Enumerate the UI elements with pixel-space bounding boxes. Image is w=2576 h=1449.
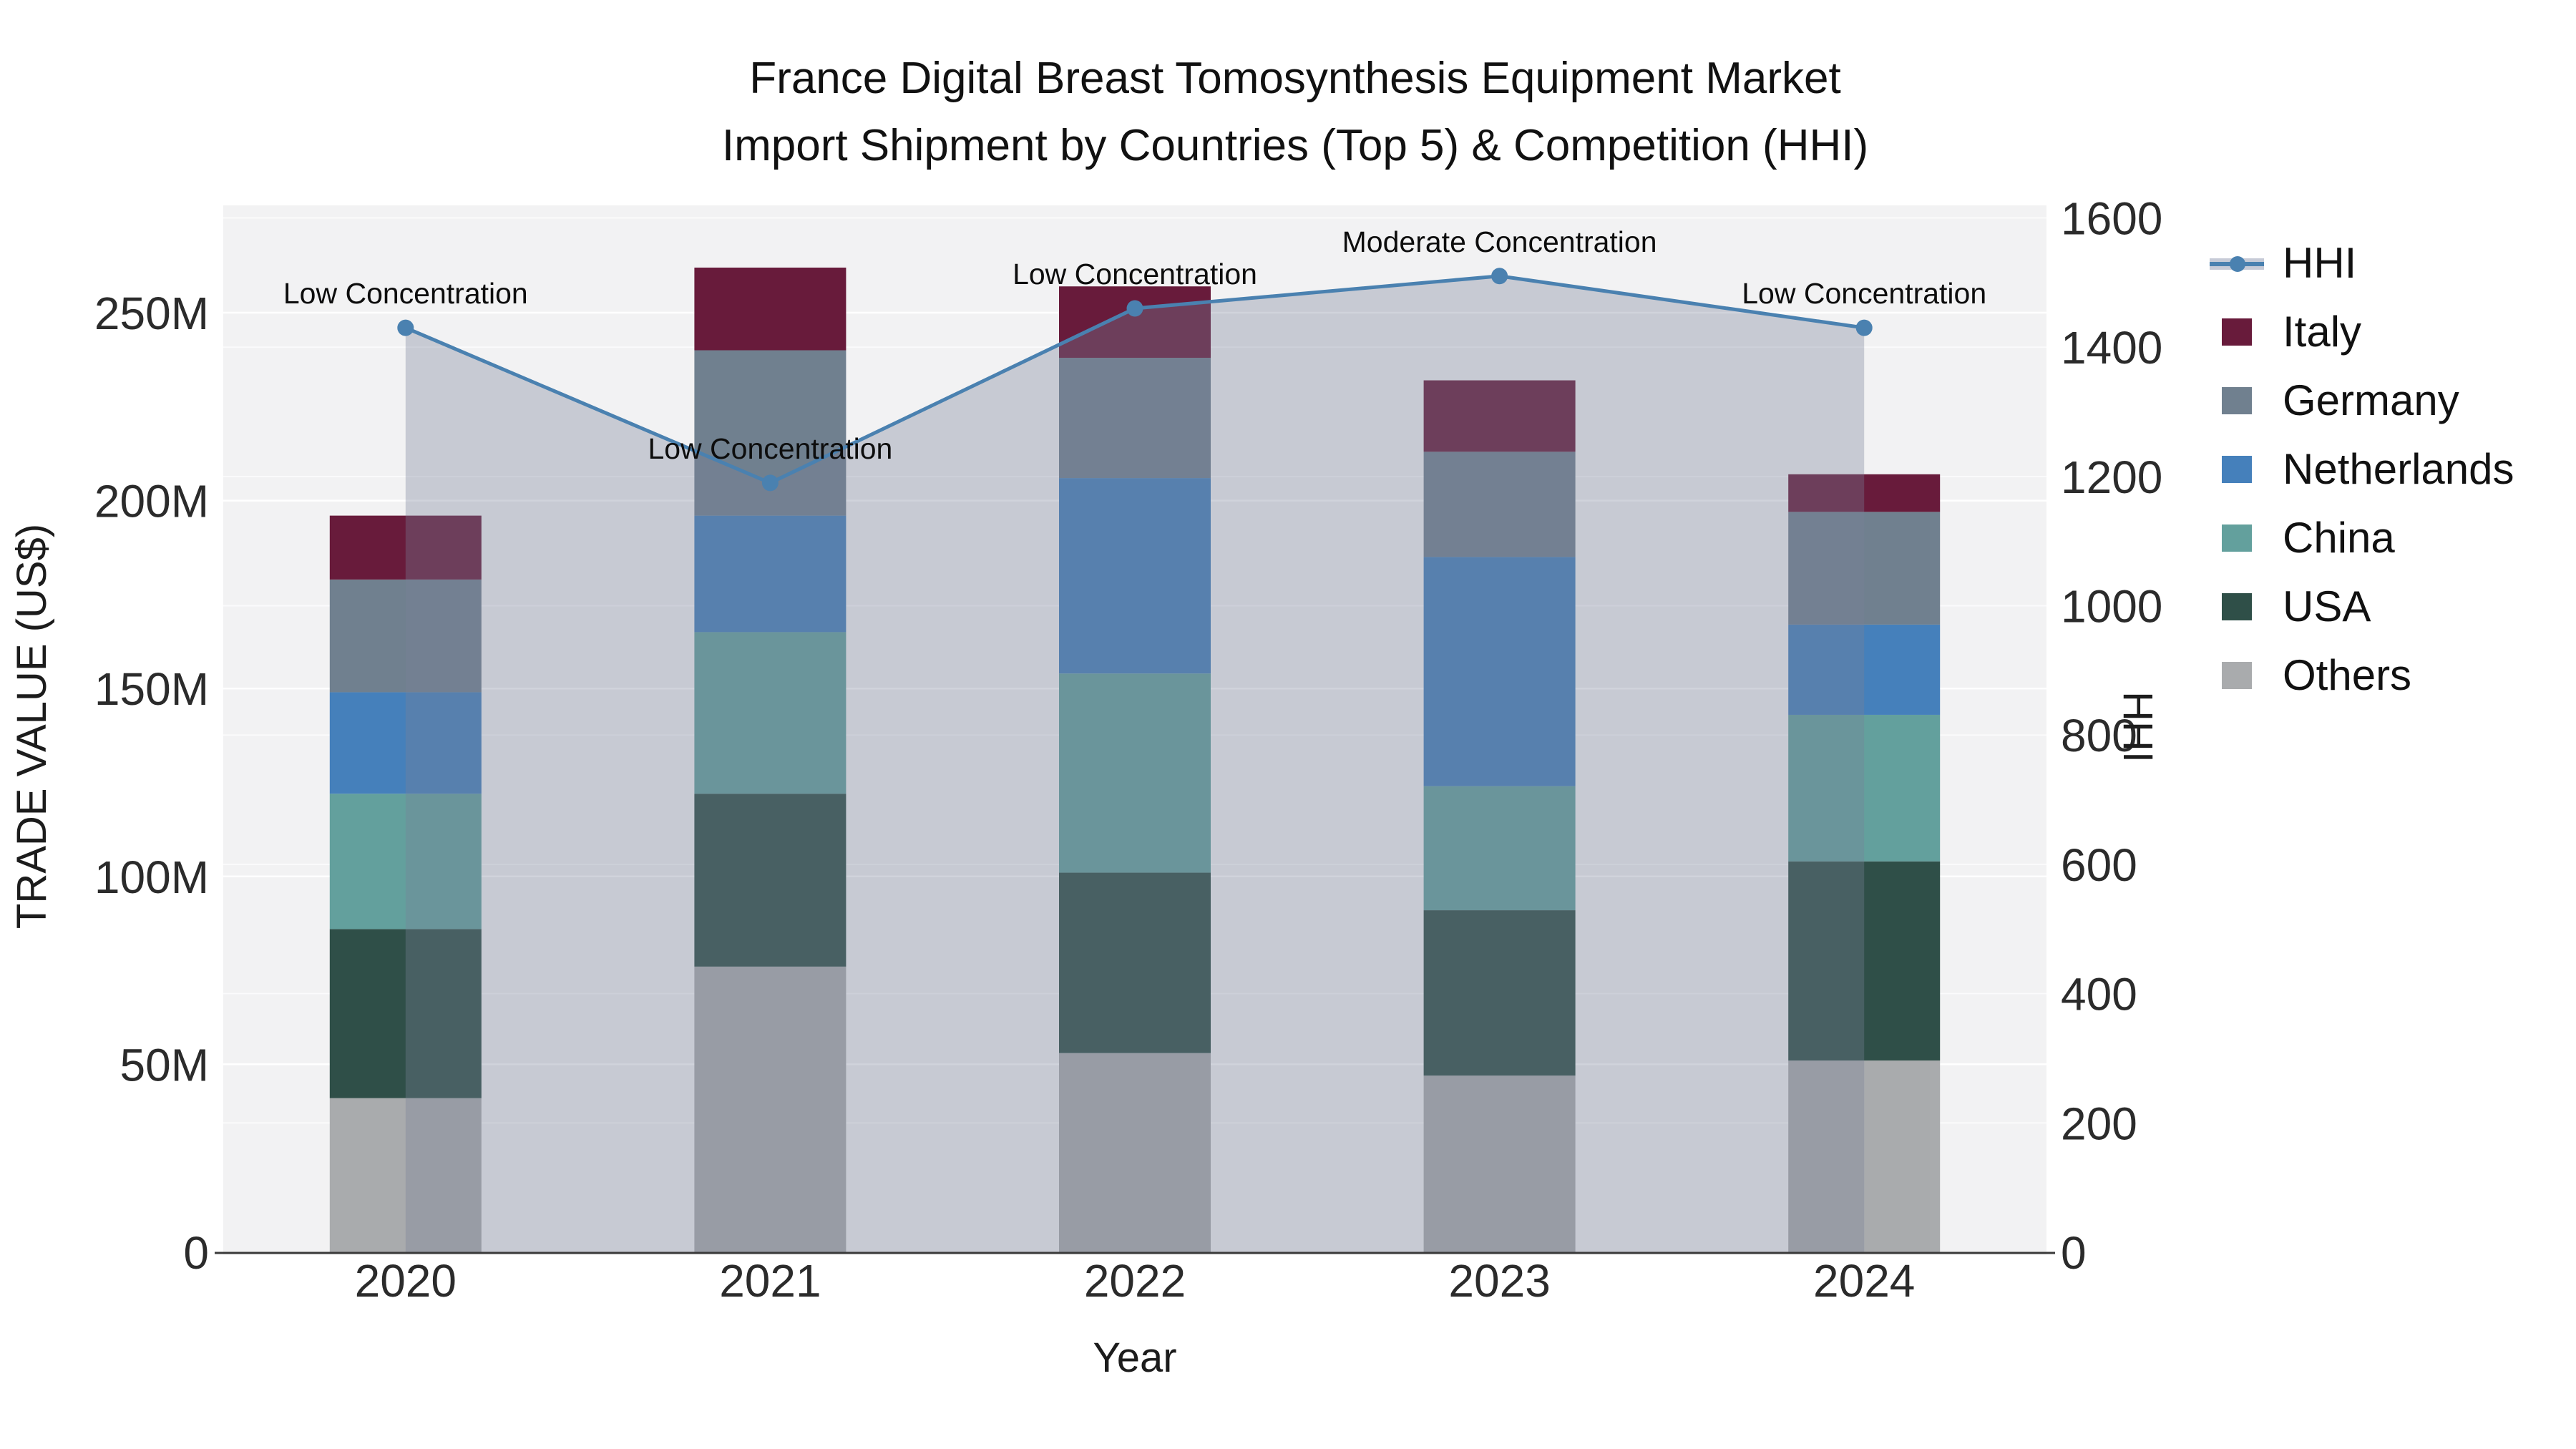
legend-item-hhi[interactable]: HHI: [2210, 229, 2514, 298]
bar-segment-china-2022[interactable]: [1059, 673, 1211, 873]
y-right-tick: 600: [2061, 839, 2137, 891]
legend-item-italy[interactable]: Italy: [2210, 298, 2514, 366]
x-tick-2021: 2021: [719, 1255, 821, 1307]
bar-segment-others-2023[interactable]: [1423, 1075, 1576, 1252]
chart-title-line1: France Digital Breast Tomosynthesis Equi…: [749, 54, 1840, 103]
bar-segment-others-2021[interactable]: [694, 966, 847, 1252]
y-right-tick: 1400: [2061, 322, 2162, 374]
color-swatch-icon: [2210, 593, 2264, 620]
hhi-annotation-2020: Low Concentration: [283, 277, 528, 310]
x-tick-2020: 2020: [355, 1255, 457, 1307]
hhi-marker-2020[interactable]: [397, 319, 414, 336]
legend-label: Others: [2283, 651, 2412, 699]
y-left-tick: 150M: [94, 663, 209, 715]
y-right-tick: 0: [2061, 1227, 2087, 1279]
legend-item-usa[interactable]: USA: [2210, 572, 2514, 641]
legend-item-others[interactable]: Others: [2210, 641, 2514, 710]
legend-label: USA: [2283, 582, 2371, 630]
color-swatch-icon: [2210, 525, 2264, 552]
y-left-tick: 200M: [94, 476, 209, 527]
bar-segment-netherlands-2023[interactable]: [1423, 557, 1576, 786]
bar-segment-usa-2024[interactable]: [1788, 861, 1941, 1061]
bar-segment-china-2024[interactable]: [1788, 714, 1941, 862]
bar-segment-italy-2021[interactable]: [694, 267, 847, 351]
bar-segment-others-2024[interactable]: [1788, 1060, 1941, 1252]
bar-segment-italy-2022[interactable]: [1059, 286, 1211, 358]
hhi-line-swatch-icon: [2210, 249, 2264, 278]
y-right-tick: 800: [2061, 710, 2137, 761]
hhi-area-fill: [405, 275, 1865, 1252]
hhi-annotation-2022: Low Concentration: [1013, 258, 1257, 291]
legend-item-germany[interactable]: Germany: [2210, 366, 2514, 435]
bar-segment-usa-2021[interactable]: [694, 794, 847, 967]
bar-segment-italy-2024[interactable]: [1788, 474, 1941, 512]
hhi-annotation-2024: Low Concentration: [1742, 277, 1986, 310]
x-tick-labels: 2020 2021 2022 2023 2024: [355, 1255, 1916, 1307]
hhi-annotation-2023: Moderate Concentration: [1342, 225, 1657, 258]
y-left-tick-labels: 0 50M 100M 150M 200M 250M: [94, 288, 209, 1279]
legend-label: Netherlands: [2283, 445, 2514, 493]
bar-segment-germany-2020[interactable]: [329, 579, 482, 693]
legend-label: Germany: [2283, 376, 2459, 424]
y-right-tick: 400: [2061, 969, 2137, 1020]
bar-segment-italy-2020[interactable]: [329, 515, 482, 580]
color-swatch-icon: [2210, 662, 2264, 689]
legend-label: HHI: [2283, 239, 2357, 287]
bar-segment-china-2023[interactable]: [1423, 786, 1576, 911]
bar-segment-usa-2022[interactable]: [1059, 872, 1211, 1053]
hhi-marker-2023[interactable]: [1491, 268, 1508, 285]
hhi-marker-2022[interactable]: [1126, 300, 1143, 317]
y-right-tick: 200: [2061, 1098, 2137, 1149]
y-left-tick: 250M: [94, 288, 209, 339]
hhi-area-polygon: [405, 275, 1865, 1252]
x-tick-2022: 2022: [1084, 1255, 1186, 1307]
bar-segment-netherlands-2020[interactable]: [329, 692, 482, 794]
y-right-axis-title: HHI: [2114, 691, 2161, 763]
legend-label: Italy: [2283, 308, 2362, 356]
color-swatch-icon: [2210, 456, 2264, 483]
bar-segment-italy-2023[interactable]: [1423, 380, 1576, 452]
bar-segment-others-2020[interactable]: [329, 1098, 482, 1252]
legend: HHI Italy Germany Netherlands China USA Others: [2210, 229, 2514, 710]
stacked-bars: [329, 267, 1941, 1252]
bar-segment-germany-2023[interactable]: [1423, 452, 1576, 557]
color-swatch-icon: [2210, 387, 2264, 414]
bar-segment-china-2020[interactable]: [329, 794, 482, 930]
bar-segment-netherlands-2021[interactable]: [694, 515, 847, 633]
bar-segment-others-2022[interactable]: [1059, 1053, 1211, 1252]
bar-segment-netherlands-2024[interactable]: [1788, 624, 1941, 715]
x-tick-2023: 2023: [1448, 1255, 1550, 1307]
y-right-tick: 1600: [2061, 192, 2162, 244]
y-right-tick: 1000: [2061, 581, 2162, 633]
bar-segment-usa-2020[interactable]: [329, 929, 482, 1098]
legend-item-netherlands[interactable]: Netherlands: [2210, 435, 2514, 504]
bar-segment-usa-2023[interactable]: [1423, 910, 1576, 1076]
legend-item-china[interactable]: China: [2210, 504, 2514, 572]
y-left-axis-title: TRADE VALUE (US$): [9, 524, 55, 929]
x-axis-title: Year: [1093, 1335, 1176, 1381]
y-left-tick: 100M: [94, 852, 209, 903]
bar-segment-germany-2024[interactable]: [1788, 512, 1941, 625]
bar-segment-china-2021[interactable]: [694, 632, 847, 794]
y-right-tick-labels: 0 200 400 600 800 1000 1200 1400 1600: [2061, 192, 2162, 1279]
x-tick-2024: 2024: [1813, 1255, 1915, 1307]
y-left-tick: 50M: [120, 1039, 210, 1091]
bar-segment-germany-2022[interactable]: [1059, 358, 1211, 479]
chart-title-line2: Import Shipment by Countries (Top 5) & C…: [722, 121, 1868, 170]
y-right-tick: 1200: [2061, 452, 2162, 503]
hhi-markers: [397, 268, 1873, 492]
hhi-annotation-2021: Low Concentration: [648, 432, 892, 465]
color-swatch-icon: [2210, 318, 2264, 346]
bar-segment-netherlands-2022[interactable]: [1059, 478, 1211, 674]
hhi-marker-2021[interactable]: [761, 474, 779, 492]
hhi-marker-2024[interactable]: [1855, 319, 1873, 336]
y-left-tick: 0: [183, 1227, 209, 1279]
legend-label: China: [2283, 514, 2395, 562]
hhi-annotations: Low Concentration Low Concentration Low Co…: [283, 225, 1986, 465]
